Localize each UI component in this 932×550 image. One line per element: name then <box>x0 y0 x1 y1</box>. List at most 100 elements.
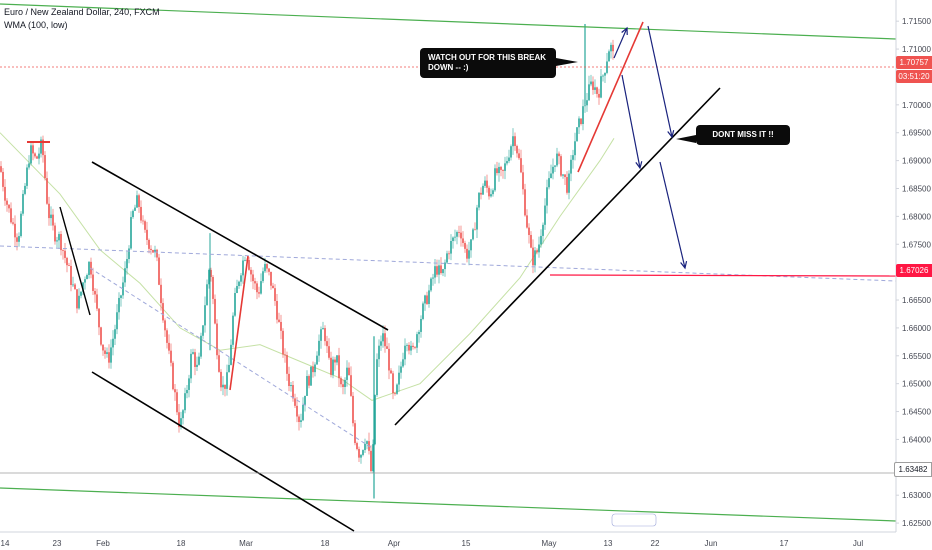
candle-body <box>432 277 434 279</box>
candle-body <box>86 275 88 280</box>
candle-body <box>196 364 198 367</box>
candle-body <box>94 290 96 295</box>
candle-body <box>230 344 232 365</box>
candle-body <box>300 420 302 422</box>
candle-body <box>588 84 590 101</box>
candle-body <box>492 190 494 195</box>
trend-drawings <box>0 3 897 532</box>
candle-body <box>146 229 148 240</box>
candle-body <box>62 250 64 251</box>
candle-body <box>258 292 260 294</box>
candle-body <box>500 166 502 170</box>
candle-body <box>38 153 40 159</box>
candle-body <box>108 352 110 363</box>
x-tick-label: Jun <box>705 539 718 548</box>
candle-body <box>406 344 408 346</box>
candle-body <box>344 379 346 387</box>
candle-body <box>450 240 452 254</box>
candle-body <box>174 389 176 393</box>
x-tick-label: 13 <box>604 539 613 548</box>
candle-body <box>10 208 12 223</box>
candle-body <box>46 178 48 204</box>
candle-body <box>306 376 308 396</box>
candle-body <box>482 185 484 195</box>
candle-body <box>48 203 50 219</box>
candle-body <box>18 236 20 242</box>
candle-body <box>608 51 610 62</box>
candle-body <box>470 239 472 251</box>
candle-body <box>272 285 274 289</box>
candle-body <box>534 250 536 266</box>
candle-body <box>460 232 462 239</box>
candle-body <box>242 260 244 276</box>
candle-body <box>474 229 476 231</box>
arrow-head <box>667 130 675 139</box>
candle-body <box>584 105 586 107</box>
candle-body <box>422 303 424 319</box>
candle-body <box>316 355 318 365</box>
candle-body <box>472 229 474 240</box>
candle-body <box>348 367 350 376</box>
candle-body <box>32 145 34 154</box>
candle-body <box>352 395 354 424</box>
logo-watermark <box>611 513 657 527</box>
candle-body <box>116 312 118 330</box>
candle-body <box>238 281 240 287</box>
candle-body <box>412 345 414 348</box>
candle-body <box>592 81 594 90</box>
candle-body <box>356 443 358 450</box>
ascending-support-line <box>394 87 721 426</box>
candle-body <box>98 308 100 328</box>
candle-body <box>542 224 544 236</box>
candle-body <box>236 286 238 294</box>
candle-body <box>154 249 156 253</box>
y-tick-label: 1.70000 <box>902 101 931 110</box>
candle-body <box>80 291 82 296</box>
candle-body <box>546 187 548 206</box>
candle-body <box>398 372 400 385</box>
candle-body <box>580 118 582 125</box>
candle-body <box>350 375 352 396</box>
candle-body <box>382 333 384 342</box>
candle-body <box>266 264 268 269</box>
candle-body <box>200 335 202 357</box>
candle-body <box>610 44 612 52</box>
candle-body <box>524 189 526 216</box>
candle-body <box>216 323 218 356</box>
wma-line <box>0 132 615 401</box>
candle-body <box>490 194 492 197</box>
candle-body <box>386 346 388 349</box>
candle-body <box>188 378 190 390</box>
dashed-horizontal-trendline <box>0 245 897 282</box>
candle-body <box>56 240 58 242</box>
candle-body <box>554 165 556 167</box>
green-upper-trendline <box>0 3 897 40</box>
x-tick-label: Mar <box>239 539 253 548</box>
candle-body <box>30 145 32 164</box>
candle-body <box>442 269 444 274</box>
candle-body <box>486 180 488 188</box>
candle-body <box>462 238 464 243</box>
candle-body <box>134 207 136 211</box>
candle-body <box>224 384 226 389</box>
candle-body <box>158 257 160 285</box>
candle-body <box>112 338 114 348</box>
candle-body <box>448 253 450 255</box>
candle-body <box>28 163 30 168</box>
candle-body <box>598 93 600 98</box>
candle-body <box>40 139 42 154</box>
candle-body <box>0 166 2 172</box>
candle-body <box>264 264 266 272</box>
y-tick-label: 1.68000 <box>902 212 931 221</box>
candle-body <box>574 141 576 156</box>
candle-body <box>596 87 598 94</box>
candle-body <box>138 195 140 207</box>
candle-body <box>204 305 206 326</box>
candle-body <box>16 237 18 242</box>
candle-body <box>130 217 132 249</box>
candle-body <box>178 412 180 428</box>
candle-body <box>22 193 24 214</box>
candle-body <box>536 250 538 253</box>
candle-body <box>424 295 426 304</box>
